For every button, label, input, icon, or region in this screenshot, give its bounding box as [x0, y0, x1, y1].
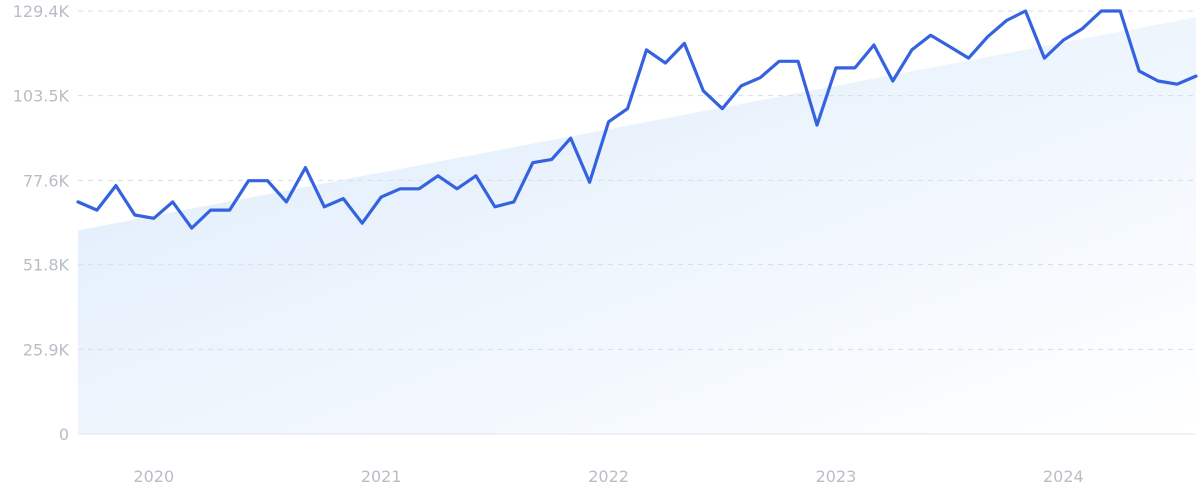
y-axis-ticks: 0 25.9K 51.8K 77.6K 103.5K 129.4K — [13, 2, 70, 444]
x-axis-ticks: 2020 2021 2022 2023 2024 — [133, 467, 1083, 486]
grid-layer — [78, 10, 1196, 435]
y-tick-label: 25.9K — [23, 340, 70, 359]
y-tick-label: 77.6K — [23, 171, 70, 190]
trend-area-layer — [78, 17, 1196, 435]
x-tick-label: 2021 — [361, 467, 402, 486]
x-tick-label: 2020 — [133, 467, 174, 486]
x-tick-label: 2024 — [1043, 467, 1084, 486]
y-tick-label: 0 — [59, 425, 69, 444]
trend-area — [78, 17, 1196, 435]
y-tick-label: 103.5K — [13, 87, 70, 106]
y-tick-label: 129.4K — [13, 2, 70, 21]
series-line — [76, 9, 1198, 230]
x-tick-label: 2022 — [588, 467, 629, 486]
x-tick-label: 2023 — [816, 467, 857, 486]
series-line-layer — [76, 9, 1198, 230]
y-tick-label: 51.8K — [23, 256, 70, 275]
